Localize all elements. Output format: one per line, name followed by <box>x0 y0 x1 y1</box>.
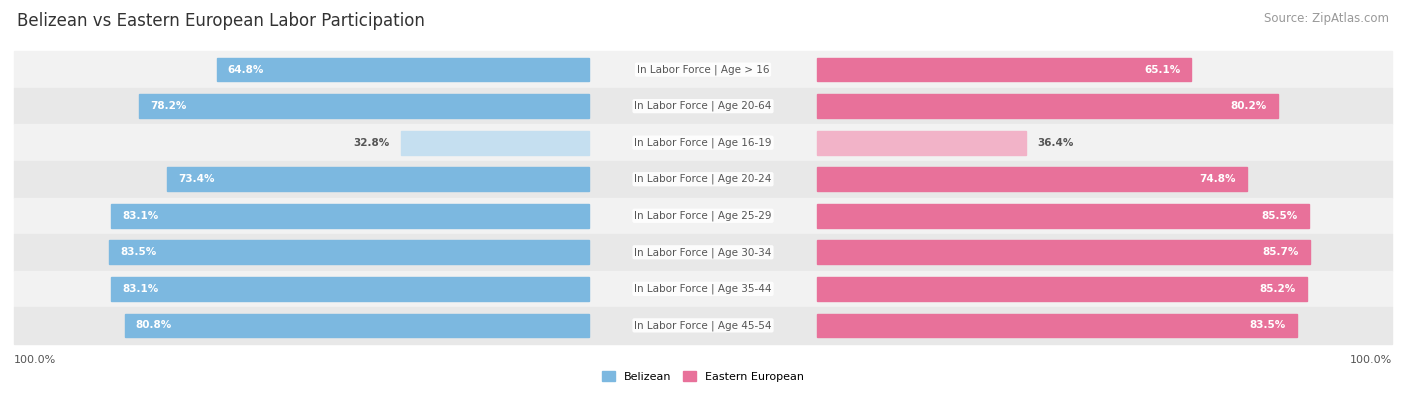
Text: 74.8%: 74.8% <box>1199 174 1236 184</box>
Bar <box>817 58 1191 81</box>
Text: 78.2%: 78.2% <box>150 101 187 111</box>
Text: In Labor Force | Age 20-64: In Labor Force | Age 20-64 <box>634 101 772 111</box>
Text: 83.1%: 83.1% <box>122 284 159 294</box>
Text: In Labor Force | Age 30-34: In Labor Force | Age 30-34 <box>634 247 772 258</box>
Text: 73.4%: 73.4% <box>179 174 215 184</box>
Bar <box>817 314 1296 337</box>
Bar <box>139 94 589 118</box>
Bar <box>217 58 589 81</box>
Text: 83.5%: 83.5% <box>1250 320 1286 330</box>
Bar <box>110 241 589 264</box>
Bar <box>817 94 1278 118</box>
Bar <box>14 271 1392 307</box>
Bar <box>817 167 1247 191</box>
Text: 80.2%: 80.2% <box>1230 101 1267 111</box>
Bar <box>817 277 1306 301</box>
Text: 64.8%: 64.8% <box>228 65 264 75</box>
Bar <box>817 241 1309 264</box>
Text: Source: ZipAtlas.com: Source: ZipAtlas.com <box>1264 12 1389 25</box>
Text: In Labor Force | Age > 16: In Labor Force | Age > 16 <box>637 64 769 75</box>
Bar <box>125 314 589 337</box>
Bar <box>401 131 589 154</box>
Text: 32.8%: 32.8% <box>353 138 389 148</box>
Bar <box>111 277 589 301</box>
Text: In Labor Force | Age 45-54: In Labor Force | Age 45-54 <box>634 320 772 331</box>
Text: 65.1%: 65.1% <box>1144 65 1180 75</box>
Bar <box>14 51 1392 88</box>
Bar <box>14 307 1392 344</box>
Text: 36.4%: 36.4% <box>1038 138 1073 148</box>
Bar <box>14 198 1392 234</box>
Text: 85.5%: 85.5% <box>1261 211 1298 221</box>
Text: In Labor Force | Age 25-29: In Labor Force | Age 25-29 <box>634 211 772 221</box>
Text: 85.7%: 85.7% <box>1263 247 1299 257</box>
Text: 83.5%: 83.5% <box>120 247 156 257</box>
Bar <box>111 204 589 228</box>
Text: 80.8%: 80.8% <box>135 320 172 330</box>
Text: 100.0%: 100.0% <box>1350 355 1392 365</box>
Bar <box>14 88 1392 124</box>
Text: In Labor Force | Age 35-44: In Labor Force | Age 35-44 <box>634 284 772 294</box>
Bar <box>14 234 1392 271</box>
Bar <box>817 131 1026 154</box>
Text: In Labor Force | Age 20-24: In Labor Force | Age 20-24 <box>634 174 772 184</box>
Bar <box>817 204 1309 228</box>
Bar <box>14 161 1392 198</box>
Legend: Belizean, Eastern European: Belizean, Eastern European <box>602 371 804 382</box>
Text: 100.0%: 100.0% <box>14 355 56 365</box>
Bar <box>14 124 1392 161</box>
Text: Belizean vs Eastern European Labor Participation: Belizean vs Eastern European Labor Parti… <box>17 12 425 30</box>
Text: 85.2%: 85.2% <box>1260 284 1296 294</box>
Text: 83.1%: 83.1% <box>122 211 159 221</box>
Text: In Labor Force | Age 16-19: In Labor Force | Age 16-19 <box>634 137 772 148</box>
Bar <box>167 167 589 191</box>
